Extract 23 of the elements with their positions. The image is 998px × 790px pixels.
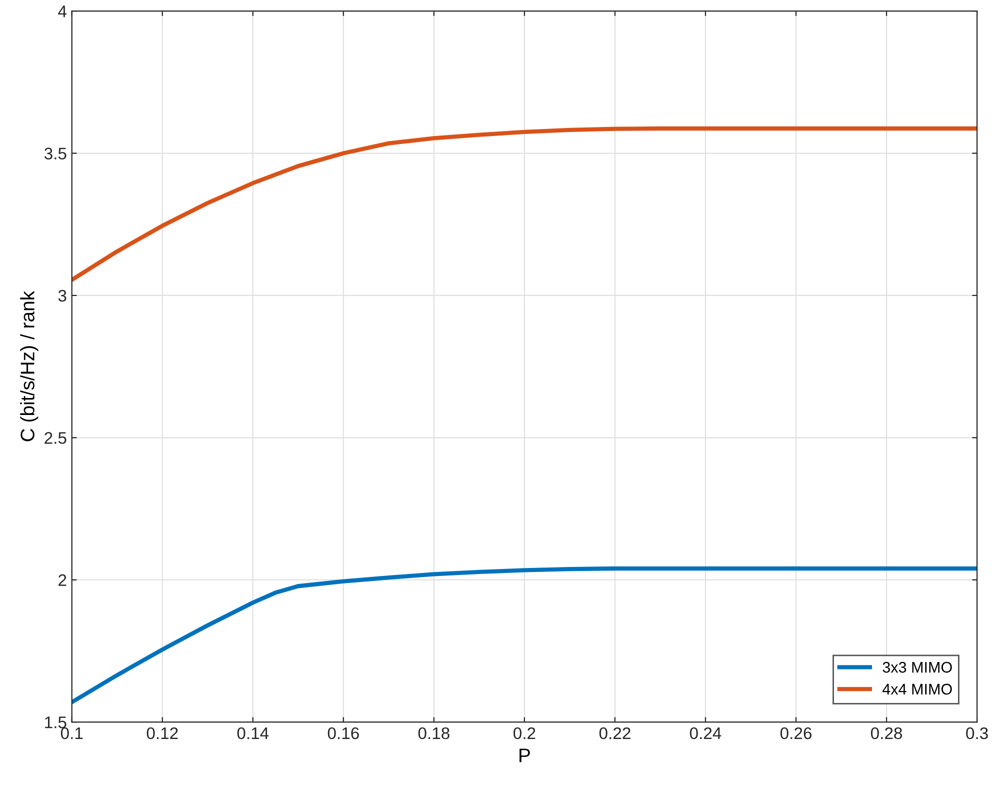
- legend-label: 3x3 MIMO: [882, 662, 952, 673]
- x-tick-label: 0.2: [514, 727, 536, 740]
- y-tick-label: 4: [58, 6, 67, 18]
- y-tick-label: 2: [58, 574, 66, 586]
- y-tick-label: 2.5: [44, 432, 66, 444]
- x-tick-label: 0.1: [60, 727, 83, 740]
- x-tick-label: 0.22: [599, 727, 630, 740]
- x-tick-label: 0.18: [418, 727, 450, 740]
- x-tick-label: 0.3: [966, 727, 988, 740]
- x-tick-label: 0.12: [146, 727, 178, 740]
- line-series: [72, 566, 978, 704]
- line-series: [72, 126, 978, 282]
- x-tick-label: 0.16: [328, 727, 359, 740]
- y-tick-label: 1.5: [45, 716, 66, 728]
- x-tick-label: 0.14: [237, 727, 269, 740]
- x-tick-label: 0.28: [870, 727, 902, 740]
- x-tick-label: 0.24: [690, 727, 722, 740]
- y-tick-label: 3.5: [44, 148, 66, 160]
- y-axis-title: C (bit/s/Hz) / rank: [20, 290, 38, 442]
- x-tick-label: 0.26: [780, 727, 812, 740]
- legend-label: 4x4 MIMO: [882, 684, 952, 695]
- y-tick-label: 3: [58, 290, 66, 302]
- x-axis-title: P: [520, 748, 530, 762]
